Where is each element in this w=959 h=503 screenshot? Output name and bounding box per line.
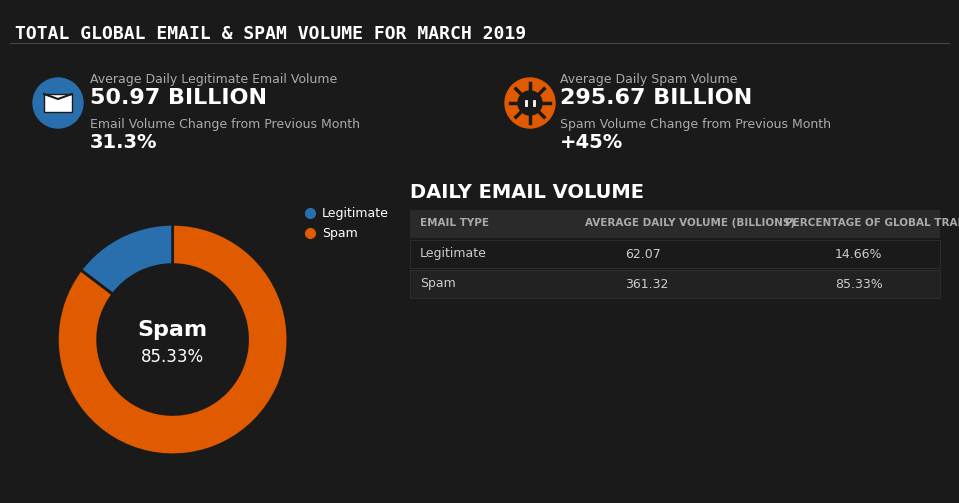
Text: Spam: Spam: [420, 278, 456, 291]
Text: TOTAL GLOBAL EMAIL & SPAM VOLUME FOR MARCH 2019: TOTAL GLOBAL EMAIL & SPAM VOLUME FOR MAR…: [15, 25, 526, 43]
Wedge shape: [58, 224, 288, 455]
Circle shape: [518, 91, 542, 115]
Text: +45%: +45%: [560, 133, 623, 152]
Text: Spam: Spam: [137, 320, 208, 341]
Text: 31.3%: 31.3%: [90, 133, 157, 152]
Text: DAILY EMAIL VOLUME: DAILY EMAIL VOLUME: [410, 183, 644, 202]
Ellipse shape: [505, 78, 555, 128]
Bar: [44, 94, 72, 112]
Text: Spam: Spam: [322, 226, 358, 239]
Text: Average Daily Spam Volume: Average Daily Spam Volume: [560, 73, 737, 86]
Text: Email Volume Change from Previous Month: Email Volume Change from Previous Month: [90, 118, 360, 131]
Ellipse shape: [33, 78, 83, 128]
FancyBboxPatch shape: [410, 240, 940, 268]
Wedge shape: [81, 224, 173, 294]
FancyBboxPatch shape: [410, 210, 940, 238]
Text: Legitimate: Legitimate: [420, 247, 487, 261]
Text: 85.33%: 85.33%: [835, 278, 882, 291]
Text: AVERAGE DAILY VOLUME (BILLIONS): AVERAGE DAILY VOLUME (BILLIONS): [585, 218, 795, 228]
Text: 295.67 BILLION: 295.67 BILLION: [560, 88, 752, 108]
FancyBboxPatch shape: [410, 270, 940, 298]
Text: 14.66%: 14.66%: [835, 247, 882, 261]
Text: Average Daily Legitimate Email Volume: Average Daily Legitimate Email Volume: [90, 73, 338, 86]
Text: 50.97 BILLION: 50.97 BILLION: [90, 88, 267, 108]
Text: 85.33%: 85.33%: [141, 348, 204, 366]
Text: 361.32: 361.32: [625, 278, 668, 291]
Text: Spam Volume Change from Previous Month: Spam Volume Change from Previous Month: [560, 118, 831, 131]
Text: PERCENTAGE OF GLOBAL TRAFFIC: PERCENTAGE OF GLOBAL TRAFFIC: [785, 218, 959, 228]
Text: EMAIL TYPE: EMAIL TYPE: [420, 218, 489, 228]
Text: 62.07: 62.07: [625, 247, 661, 261]
Text: Legitimate: Legitimate: [322, 207, 389, 219]
